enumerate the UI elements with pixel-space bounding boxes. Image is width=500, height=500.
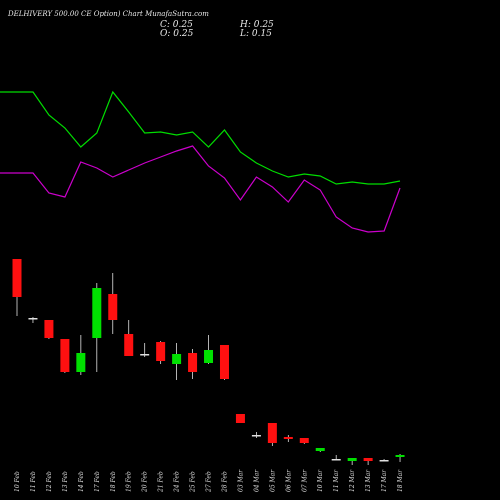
x-tick-label: 27 Feb: [206, 471, 213, 493]
candle-body: [60, 339, 70, 372]
x-tick-label: 10 Feb: [14, 471, 21, 492]
x-tick-label: 18 Feb: [110, 471, 117, 492]
close-value: C: 0.25: [160, 20, 193, 30]
candle-body: [363, 458, 373, 461]
candle-body: [395, 455, 405, 457]
x-tick-label: 12 Mar: [349, 469, 356, 492]
indicator-line-1: [0, 90, 401, 185]
candle-body: [379, 460, 389, 462]
candle-body: [156, 342, 166, 361]
candle-body: [235, 414, 245, 423]
x-tick-label: 28 Feb: [221, 471, 228, 493]
candle-body: [219, 345, 229, 379]
chart-title: DELHIVERY 500.00 CE Option) Chart Munafa…: [8, 10, 209, 18]
x-tick-label: 06 Mar: [285, 469, 292, 492]
indicator-line-2: [0, 145, 401, 233]
candle-body: [108, 294, 118, 320]
candle-body: [267, 423, 277, 443]
candle-body: [124, 334, 134, 356]
candle-body: [204, 350, 214, 363]
x-tick-label: 03 Mar: [237, 469, 244, 492]
candle-body: [315, 448, 325, 451]
x-tick-label: 05 Mar: [269, 469, 276, 492]
high-value: H: 0.25: [240, 20, 274, 30]
candle-body: [28, 318, 38, 320]
x-tick-label: 17 Feb: [94, 471, 101, 492]
x-tick-label: 14 Feb: [78, 471, 85, 492]
x-tick-label: 11 Mar: [333, 469, 340, 492]
open-value: O: 0.25: [160, 29, 194, 39]
x-tick-label: 21 Feb: [158, 471, 165, 493]
x-tick-label: 04 Mar: [253, 469, 260, 492]
x-tick-label: 20 Feb: [142, 471, 149, 493]
low-value: L: 0.15: [240, 29, 272, 39]
x-tick-label: 13 Mar: [365, 469, 372, 492]
candle-body: [251, 435, 261, 437]
candle-body: [172, 354, 182, 364]
candle-body: [140, 354, 150, 356]
candle-body: [92, 288, 102, 338]
x-tick-label: 17 Mar: [381, 469, 388, 492]
candle-body: [283, 437, 293, 439]
x-tick-label: 10 Mar: [317, 469, 324, 492]
x-tick-label: 18 Mar: [397, 469, 404, 492]
x-tick-label: 24 Feb: [174, 471, 181, 493]
candle-body: [331, 459, 341, 461]
x-tick-label: 11 Feb: [30, 471, 37, 492]
candle-body: [12, 259, 22, 297]
candle-body: [76, 353, 86, 372]
x-tick-label: 13 Feb: [62, 471, 69, 492]
x-tick-label: 07 Mar: [301, 469, 308, 492]
candle-body: [188, 353, 198, 372]
x-tick-label: 12 Feb: [46, 471, 53, 492]
candle-body: [347, 458, 357, 461]
x-tick-label: 19 Feb: [126, 471, 133, 492]
candle-body: [44, 320, 54, 338]
x-tick-label: 25 Feb: [190, 471, 197, 493]
candle-body: [299, 438, 309, 443]
